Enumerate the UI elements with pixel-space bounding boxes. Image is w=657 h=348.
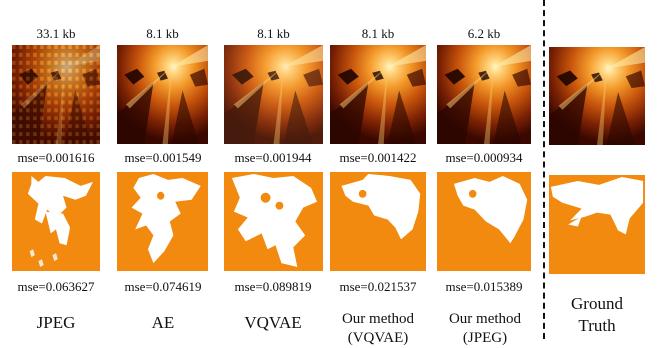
- method-label-ours-vqvae: Our method (VQVAE): [341, 311, 415, 346]
- mse-bottom-ae: mse=0.074619: [124, 279, 202, 294]
- mse-top-ours-vqvae: mse=0.001422: [339, 150, 417, 165]
- size-label-vqvae: 8.1 kb: [257, 26, 290, 41]
- heatmap-image-jpeg: [12, 45, 100, 144]
- mask-image-ours-vqvae: [330, 172, 426, 271]
- mask-image-ae: [117, 172, 208, 271]
- size-label-ours-vqvae: 8.1 kb: [361, 26, 395, 41]
- mse-bottom-jpeg: mse=0.063627: [17, 279, 95, 294]
- size-label-ae: 8.1 kb: [146, 26, 179, 41]
- heatmap-image-ours-jpeg: [437, 45, 531, 144]
- method-label-jpeg: JPEG: [36, 313, 76, 332]
- mse-top-jpeg: mse=0.001616: [17, 150, 95, 165]
- ground-truth-label: Ground Truth: [571, 294, 623, 335]
- mse-top-ours-jpeg: mse=0.000934: [445, 150, 523, 165]
- dashed-divider: [543, 0, 545, 339]
- method-label-ours-jpeg: Our method (JPEG): [448, 311, 522, 346]
- heatmap-image-vqvae: [224, 45, 323, 144]
- mask-image-ground-truth: [549, 175, 645, 274]
- heatmap-image-ground-truth: [549, 47, 645, 145]
- method-label-ae: AE: [151, 313, 175, 332]
- mask-image-ours-jpeg: [437, 172, 531, 271]
- heatmap-image-ours-vqvae: [330, 45, 426, 144]
- size-label-ours-jpeg: 6.2 kb: [467, 26, 501, 41]
- size-label-jpeg: 33.1 kb: [36, 26, 76, 41]
- mse-bottom-ours-jpeg: mse=0.015389: [445, 279, 523, 294]
- mse-top-vqvae: mse=0.001944: [234, 150, 312, 165]
- mse-bottom-ours-vqvae: mse=0.021537: [339, 279, 417, 294]
- heatmap-image-ae: [117, 45, 208, 144]
- mse-bottom-vqvae: mse=0.089819: [234, 279, 312, 294]
- mask-image-vqvae: [224, 172, 323, 271]
- mask-image-jpeg: [12, 172, 100, 271]
- mse-top-ae: mse=0.001549: [124, 150, 202, 165]
- method-label-vqvae: VQVAE: [244, 313, 302, 332]
